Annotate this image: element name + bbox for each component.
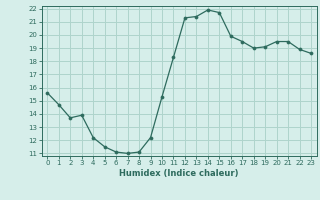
X-axis label: Humidex (Indice chaleur): Humidex (Indice chaleur) <box>119 169 239 178</box>
